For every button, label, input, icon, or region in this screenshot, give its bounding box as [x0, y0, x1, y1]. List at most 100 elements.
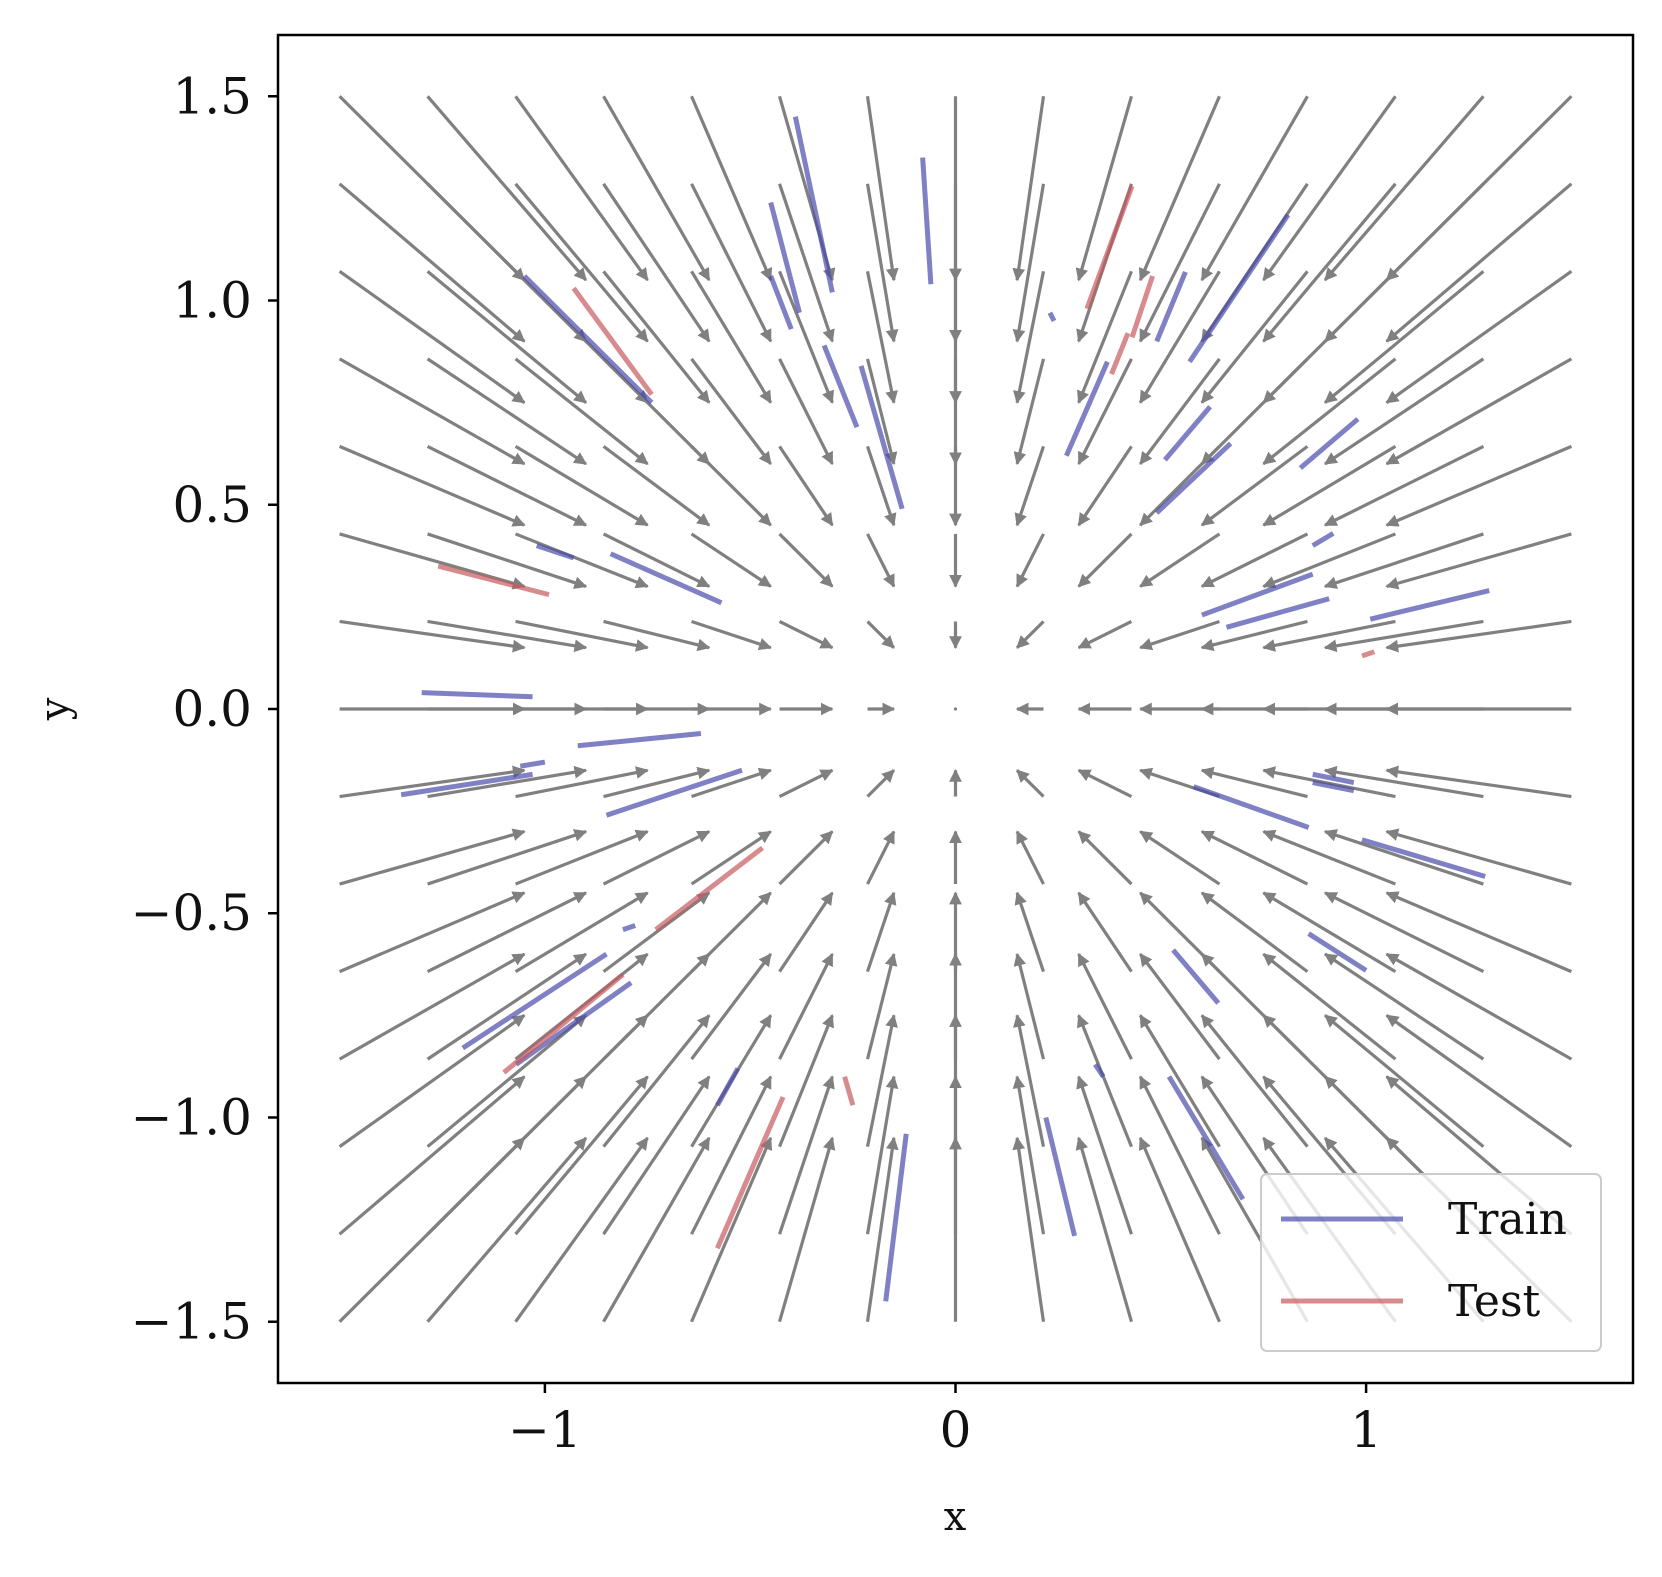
- field-arrow: [865, 183, 899, 343]
- field-arrow: [1012, 96, 1046, 282]
- train-segment: [514, 980, 633, 1067]
- field-arrow: [1262, 532, 1397, 589]
- field-arrow: [602, 1014, 711, 1148]
- field-arrow: [1385, 182, 1573, 343]
- field-arrow: [953, 707, 958, 711]
- train-segment: [1298, 417, 1360, 470]
- field-arrow: [1138, 953, 1221, 1061]
- train-segment: [1312, 771, 1355, 785]
- field-arrow: [602, 891, 711, 973]
- train-segment: [1154, 270, 1188, 343]
- train-segment: [1093, 1062, 1106, 1079]
- train-segment: [1187, 213, 1291, 364]
- train-segment: [920, 157, 934, 285]
- field-arrow: [1385, 828, 1572, 886]
- train-segment: [1154, 441, 1233, 515]
- y-tick-label: −0.5: [131, 884, 252, 942]
- test-segment: [1109, 332, 1131, 375]
- field-arrow: [690, 1136, 773, 1323]
- field-arrow: [778, 532, 834, 588]
- field-arrow: [602, 270, 711, 404]
- field-arrow: [865, 96, 899, 282]
- field-arrow: [1262, 619, 1396, 652]
- field-arrow: [514, 445, 649, 527]
- legend: Train Test: [1260, 1173, 1602, 1352]
- field-arrow: [690, 1075, 773, 1235]
- field-arrow: [1013, 271, 1046, 404]
- field-arrow: [1013, 952, 1046, 1060]
- field-arrow: [1323, 357, 1485, 466]
- field-arrow: [1077, 620, 1133, 650]
- field-arrow: [1138, 270, 1221, 404]
- field-arrow: [426, 95, 588, 282]
- field-arrow: [778, 270, 834, 404]
- field-arrow: [690, 95, 773, 282]
- legend-label-test: Test: [1448, 1276, 1541, 1327]
- train-segment: [1064, 360, 1110, 457]
- field-arrow: [602, 1075, 711, 1236]
- train-segment: [1307, 931, 1368, 973]
- train-segment: [605, 767, 743, 818]
- field-arrow: [338, 891, 526, 974]
- y-tick-label: 1.0: [172, 272, 252, 330]
- field-arrow: [1138, 183, 1221, 343]
- field-arrow: [602, 95, 711, 282]
- field-arrow: [1385, 357, 1573, 466]
- field-arrow: [1200, 891, 1309, 973]
- legend-label-train: Train: [1448, 1194, 1567, 1245]
- field-arrow: [1075, 95, 1134, 282]
- train-segment: [609, 551, 723, 606]
- field-arrow: [865, 1014, 898, 1147]
- field-arrow: [690, 445, 772, 527]
- train-segment: [1369, 588, 1490, 622]
- field-arrow: [1138, 357, 1221, 465]
- field-arrow: [602, 532, 711, 588]
- train-segment: [519, 759, 546, 769]
- field-arrow: [778, 891, 834, 973]
- series-train: [400, 116, 1490, 1302]
- field-arrow: [1015, 769, 1045, 798]
- field-arrow: [777, 1136, 836, 1323]
- field-arrow: [1323, 952, 1485, 1061]
- field-arrow: [1138, 1075, 1221, 1235]
- field-arrow: [338, 357, 526, 466]
- field-arrow: [514, 829, 649, 886]
- vector-field: [338, 95, 1573, 1323]
- field-arrow: [514, 182, 649, 343]
- train-segment: [1225, 596, 1330, 630]
- y-tick-label: 1.5: [172, 67, 252, 125]
- test-segment: [571, 286, 654, 396]
- axis-ticks: −1 0 1 1.5 1.0 0.5 0.0 −0.5 −1.0 −1.5: [131, 67, 1382, 1459]
- field-arrow: [690, 183, 773, 343]
- train-segment: [535, 543, 575, 561]
- field-arrow: [426, 270, 587, 404]
- field-arrow: [338, 952, 526, 1061]
- field-arrow: [1200, 270, 1309, 404]
- train-segment: [715, 1067, 741, 1107]
- train-segment: [1200, 571, 1314, 618]
- train-segment: [1192, 784, 1310, 830]
- field-arrow: [603, 766, 711, 799]
- test-segment: [1084, 185, 1135, 310]
- field-arrow: [338, 182, 526, 343]
- field-arrow: [690, 357, 773, 465]
- field-arrow: [1262, 445, 1397, 527]
- field-arrow: [1385, 765, 1572, 799]
- train-segment: [1312, 780, 1355, 794]
- field-arrow: [1262, 357, 1397, 466]
- field-arrow: [514, 95, 649, 282]
- field-arrow: [602, 445, 711, 527]
- field-arrow: [866, 620, 896, 649]
- field-arrow: [514, 532, 649, 589]
- field-arrow: [865, 445, 897, 527]
- field-arrow: [1200, 1014, 1309, 1148]
- field-arrow: [515, 766, 649, 799]
- y-tick-label: 0.5: [172, 476, 252, 534]
- field-arrow: [514, 1136, 649, 1323]
- train-segment: [768, 275, 794, 331]
- field-arrow: [691, 619, 772, 651]
- field-arrow: [1385, 95, 1573, 282]
- field-arrow: [1139, 619, 1220, 651]
- field-arrow: [1138, 95, 1221, 282]
- field-arrow: [602, 830, 711, 886]
